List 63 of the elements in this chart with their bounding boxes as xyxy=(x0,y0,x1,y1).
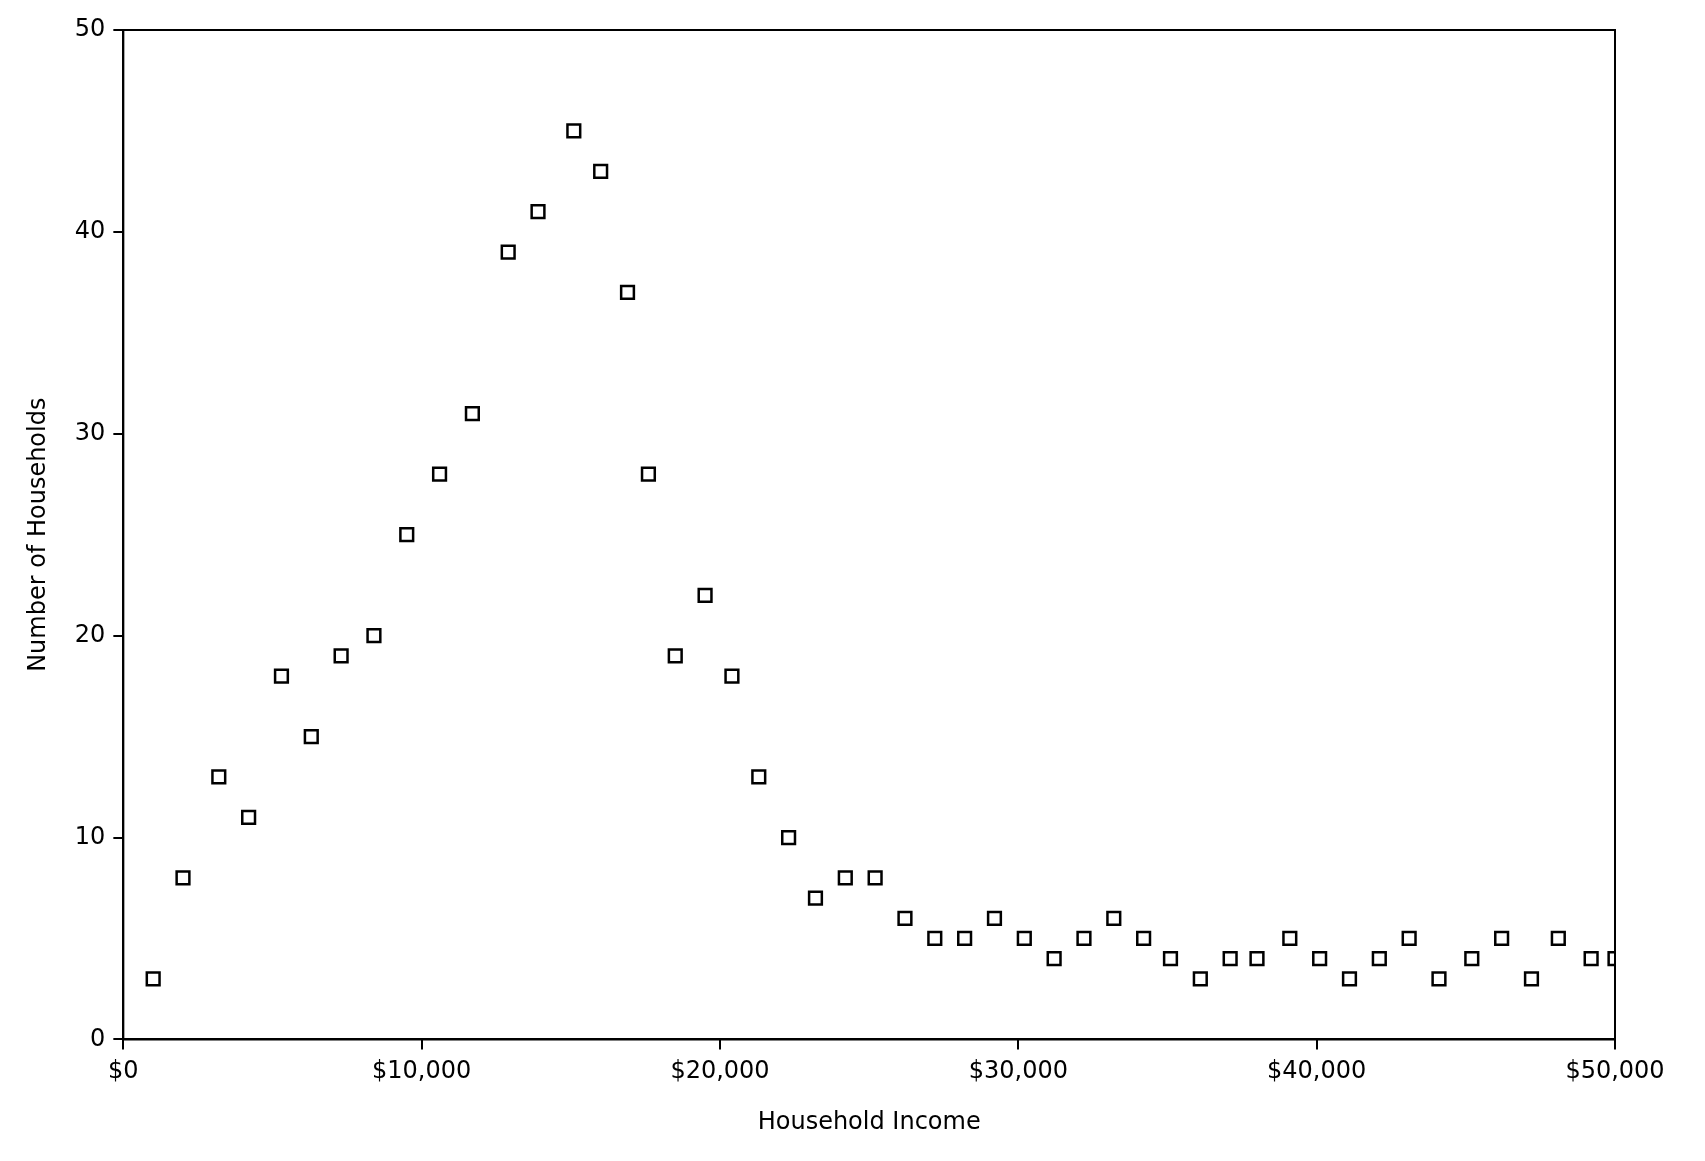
point xyxy=(431,466,448,482)
point xyxy=(593,163,609,179)
point xyxy=(333,648,349,664)
point xyxy=(366,628,382,644)
x-tick-label: $0 xyxy=(108,1056,139,1085)
point xyxy=(1136,930,1152,947)
point xyxy=(667,648,683,664)
point xyxy=(1494,930,1510,947)
point xyxy=(957,930,973,947)
point xyxy=(751,769,767,785)
point xyxy=(1431,971,1447,987)
point xyxy=(211,769,227,785)
point xyxy=(241,809,257,825)
y-axis-title: Number of Households xyxy=(22,397,51,672)
point xyxy=(1192,971,1208,987)
point xyxy=(1401,930,1417,947)
point xyxy=(1249,951,1265,967)
x-tick-label: $10,000 xyxy=(372,1056,472,1085)
point xyxy=(500,244,516,260)
point xyxy=(175,870,191,886)
point xyxy=(566,123,582,139)
point xyxy=(1222,951,1238,967)
point xyxy=(640,466,657,482)
x-axis-title: Household Income xyxy=(757,1106,981,1135)
point xyxy=(145,971,161,987)
y-tick-label: 20 xyxy=(74,619,106,648)
point xyxy=(1016,930,1032,947)
point xyxy=(867,870,883,886)
point xyxy=(781,829,797,846)
point xyxy=(986,910,1003,926)
point xyxy=(724,668,740,684)
x-tick-label: $30,000 xyxy=(968,1056,1068,1085)
y-tick-label: 40 xyxy=(74,216,106,245)
point xyxy=(273,668,290,684)
y-tick-label: 30 xyxy=(74,417,106,446)
point xyxy=(1076,930,1092,947)
x-tick-label: $20,000 xyxy=(670,1056,770,1085)
point xyxy=(1583,951,1599,967)
point xyxy=(530,204,546,220)
point xyxy=(1464,951,1480,967)
point xyxy=(1523,971,1540,987)
point xyxy=(1341,971,1358,987)
point xyxy=(897,910,913,926)
x-tick-label: $40,000 xyxy=(1267,1056,1367,1085)
point xyxy=(927,930,943,947)
point xyxy=(303,728,319,745)
point xyxy=(1550,930,1566,947)
point xyxy=(697,587,713,603)
y-tick-label: 10 xyxy=(74,821,106,850)
point xyxy=(1046,951,1062,967)
point xyxy=(837,870,853,886)
point xyxy=(807,890,824,906)
point xyxy=(1371,951,1387,967)
point xyxy=(1162,951,1179,967)
point xyxy=(399,527,415,543)
y-tick-label: 0 xyxy=(90,1023,106,1052)
point xyxy=(464,405,480,422)
x-tick-label: $50,000 xyxy=(1565,1056,1665,1085)
y-tick-label: 50 xyxy=(74,14,106,43)
point xyxy=(619,284,636,301)
point xyxy=(1312,951,1328,967)
point xyxy=(1106,910,1122,926)
point xyxy=(1282,930,1298,947)
